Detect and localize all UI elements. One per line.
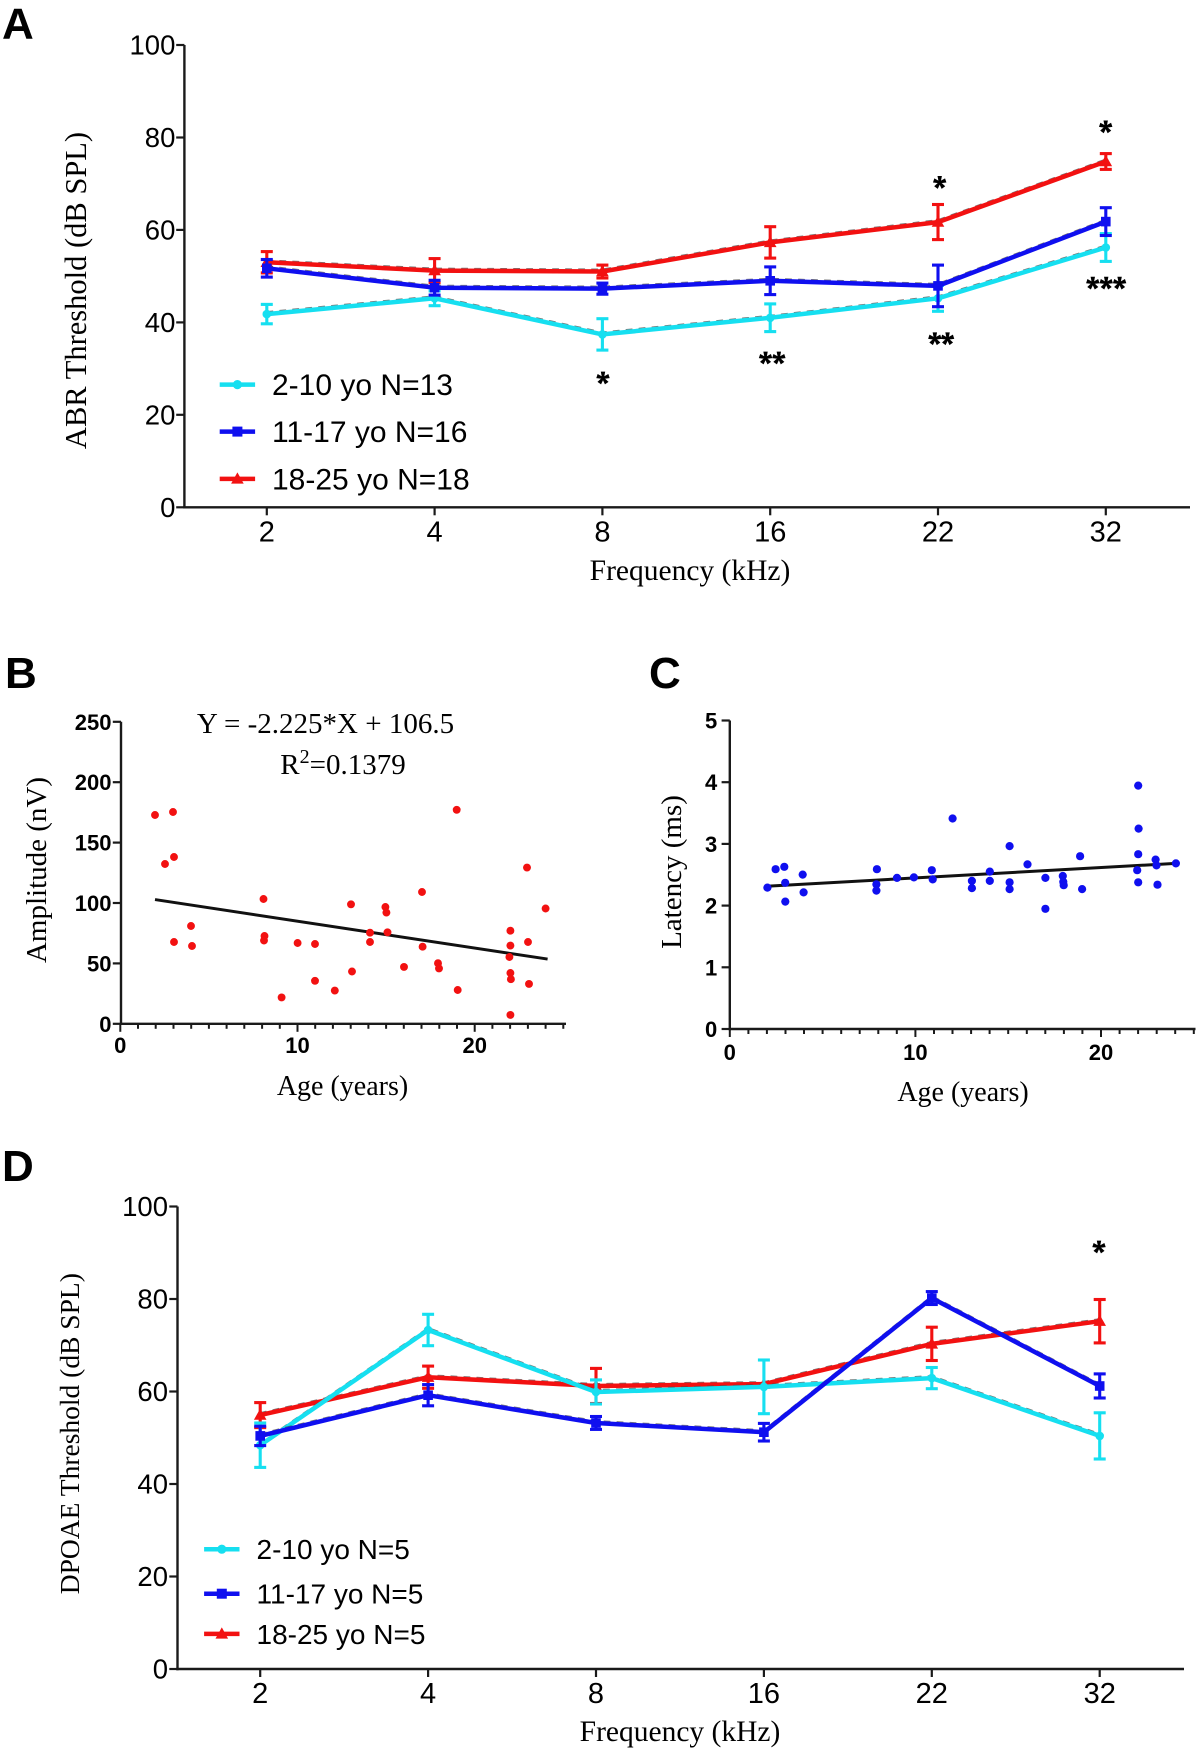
svg-text:80: 80 bbox=[137, 1284, 168, 1315]
svg-text:Y = -2.225*X + 106.5: Y = -2.225*X + 106.5 bbox=[197, 708, 454, 740]
svg-text:3: 3 bbox=[705, 832, 717, 857]
svg-text:4: 4 bbox=[705, 770, 718, 795]
svg-text:11-17 yo N=16: 11-17 yo N=16 bbox=[272, 416, 467, 449]
svg-text:20: 20 bbox=[145, 399, 176, 430]
svg-text:20: 20 bbox=[137, 1561, 168, 1592]
svg-text:2: 2 bbox=[259, 517, 275, 549]
svg-text:Frequency (kHz): Frequency (kHz) bbox=[580, 1716, 781, 1748]
svg-text:Age (years): Age (years) bbox=[277, 1071, 408, 1102]
svg-text:250: 250 bbox=[75, 710, 112, 735]
svg-text:0: 0 bbox=[99, 1012, 111, 1037]
svg-text:2-10 yo N=5: 2-10 yo N=5 bbox=[257, 1534, 410, 1565]
svg-text:40: 40 bbox=[145, 307, 176, 338]
svg-text:11-17 yo N=5: 11-17 yo N=5 bbox=[257, 1579, 424, 1610]
svg-text:32: 32 bbox=[1084, 1678, 1116, 1710]
svg-text:0: 0 bbox=[160, 492, 175, 523]
svg-text:150: 150 bbox=[75, 831, 112, 856]
svg-text:0: 0 bbox=[153, 1654, 168, 1685]
svg-text:40: 40 bbox=[137, 1469, 168, 1500]
svg-text:Age (years): Age (years) bbox=[897, 1077, 1028, 1108]
svg-text:D: D bbox=[2, 1142, 34, 1191]
svg-text:8: 8 bbox=[594, 517, 610, 549]
svg-text:18-25 yo N=5: 18-25 yo N=5 bbox=[257, 1619, 426, 1650]
svg-text:22: 22 bbox=[922, 517, 954, 549]
svg-text:Frequency (kHz): Frequency (kHz) bbox=[590, 555, 791, 587]
svg-text:32: 32 bbox=[1090, 517, 1122, 549]
svg-text:A: A bbox=[2, 0, 34, 49]
svg-text:18-25 yo N=18: 18-25 yo N=18 bbox=[272, 464, 470, 497]
svg-text:B: B bbox=[5, 649, 37, 698]
svg-text:80: 80 bbox=[145, 122, 176, 153]
svg-text:0: 0 bbox=[724, 1040, 736, 1065]
svg-text:22: 22 bbox=[916, 1678, 948, 1710]
svg-text:10: 10 bbox=[285, 1033, 309, 1058]
svg-text:0: 0 bbox=[114, 1033, 126, 1058]
svg-text:1: 1 bbox=[705, 955, 717, 980]
svg-text:2: 2 bbox=[252, 1678, 268, 1710]
svg-text:0: 0 bbox=[705, 1017, 717, 1042]
svg-text:DPOAE Threshold (dB SPL): DPOAE Threshold (dB SPL) bbox=[54, 1273, 85, 1594]
svg-text:50: 50 bbox=[87, 951, 111, 976]
svg-text:100: 100 bbox=[75, 891, 112, 916]
svg-text:ABR Threshold (dB SPL): ABR Threshold (dB SPL) bbox=[59, 132, 93, 449]
svg-text:8: 8 bbox=[588, 1678, 604, 1710]
svg-text:16: 16 bbox=[748, 1678, 780, 1710]
svg-text:2-10 yo N=13: 2-10 yo N=13 bbox=[272, 369, 453, 402]
svg-text:4: 4 bbox=[420, 1678, 436, 1710]
svg-text:10: 10 bbox=[903, 1040, 927, 1065]
svg-text:16: 16 bbox=[754, 517, 786, 549]
svg-text:5: 5 bbox=[705, 709, 717, 734]
svg-text:R2=0.1379: R2=0.1379 bbox=[280, 746, 405, 781]
svg-text:200: 200 bbox=[75, 770, 112, 795]
svg-text:60: 60 bbox=[137, 1376, 168, 1407]
svg-text:C: C bbox=[649, 649, 681, 698]
svg-text:4: 4 bbox=[427, 517, 443, 549]
svg-text:60: 60 bbox=[145, 214, 176, 245]
svg-text:20: 20 bbox=[1089, 1040, 1113, 1065]
svg-text:Amplitude (nV): Amplitude (nV) bbox=[21, 777, 53, 963]
svg-text:100: 100 bbox=[130, 30, 176, 61]
svg-text:Latency (ms): Latency (ms) bbox=[656, 795, 688, 949]
svg-text:100: 100 bbox=[122, 1191, 168, 1222]
svg-text:20: 20 bbox=[462, 1033, 486, 1058]
svg-text:2: 2 bbox=[705, 894, 717, 919]
